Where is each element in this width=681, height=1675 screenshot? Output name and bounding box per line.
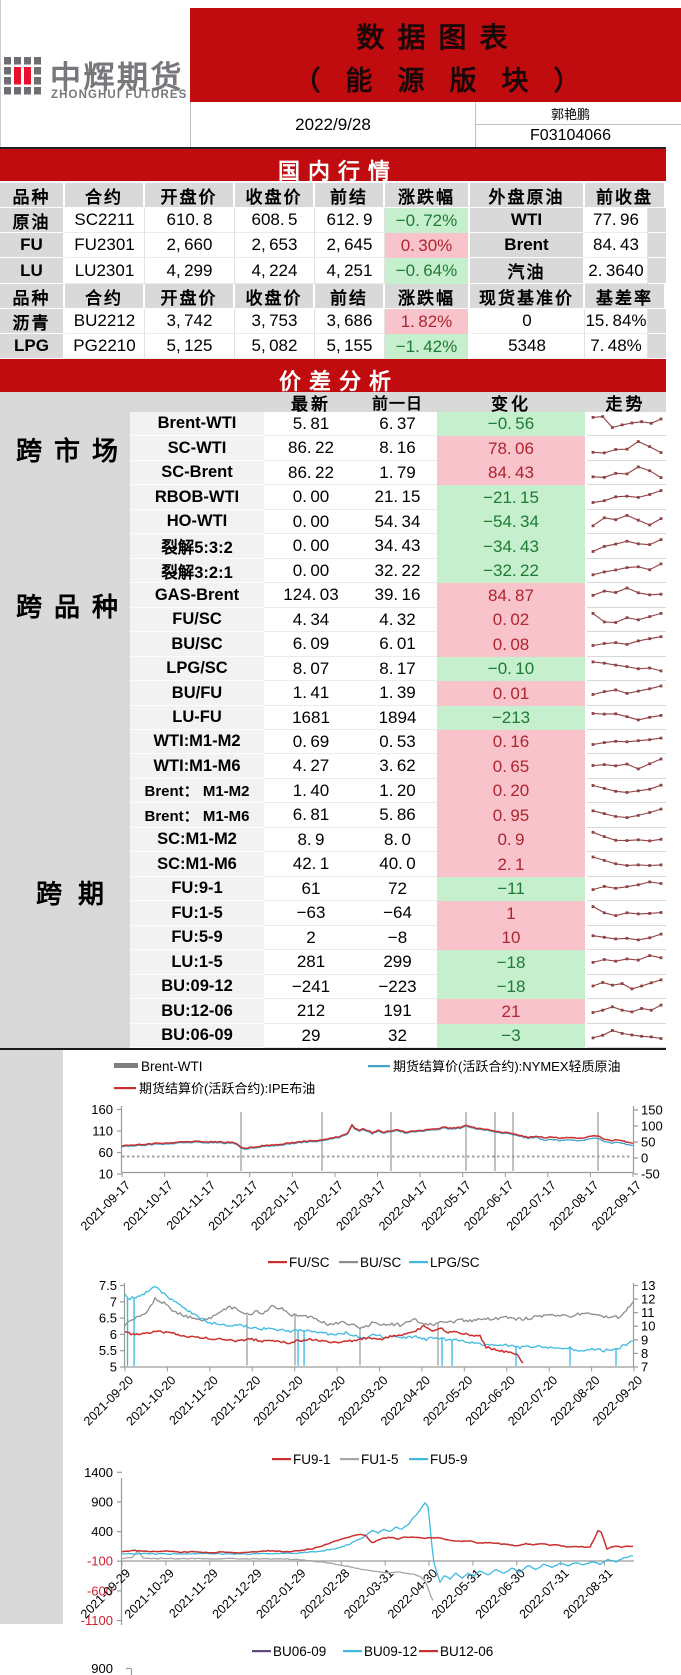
svg-text:7: 7	[110, 1294, 117, 1309]
svg-text:10: 10	[641, 1319, 655, 1334]
svg-text:8: 8	[641, 1346, 648, 1361]
svg-text:900: 900	[91, 1661, 113, 1675]
svg-text:160: 160	[91, 1102, 113, 1117]
svg-text:6: 6	[110, 1327, 117, 1342]
svg-text:-600: -600	[87, 1583, 113, 1598]
svg-text:-50: -50	[641, 1167, 660, 1182]
svg-text:Brent-WTI: Brent-WTI	[141, 1059, 203, 1074]
svg-text:BU12-06: BU12-06	[440, 1644, 493, 1659]
svg-text:期货结算价(活跃合约):IPE布油: 期货结算价(活跃合约):IPE布油	[139, 1081, 315, 1096]
svg-text:-1100: -1100	[81, 1613, 113, 1628]
svg-text:LPG/SC: LPG/SC	[430, 1255, 480, 1270]
svg-text:110: 110	[92, 1124, 113, 1139]
svg-text:5: 5	[110, 1360, 117, 1375]
svg-text:150: 150	[641, 1103, 663, 1118]
svg-text:5.5: 5.5	[99, 1343, 117, 1358]
svg-text:900: 900	[91, 1494, 113, 1509]
svg-text:400: 400	[91, 1524, 113, 1539]
svg-text:FU1-5: FU1-5	[361, 1452, 399, 1467]
svg-text:FU9-1: FU9-1	[293, 1452, 331, 1467]
svg-text:FU5-9: FU5-9	[430, 1452, 468, 1467]
svg-text:9: 9	[641, 1332, 648, 1347]
svg-text:BU09-12: BU09-12	[364, 1644, 417, 1659]
svg-text:FU/SC: FU/SC	[289, 1255, 330, 1270]
svg-text:10: 10	[99, 1167, 113, 1182]
svg-text:1400: 1400	[84, 1465, 113, 1480]
svg-text:6.5: 6.5	[99, 1311, 117, 1326]
svg-text:11: 11	[641, 1305, 655, 1320]
svg-text:100: 100	[641, 1119, 663, 1134]
svg-text:BU06-09: BU06-09	[273, 1644, 326, 1659]
svg-text:期货结算价(活跃合约):NYMEX轻质原油: 期货结算价(活跃合约):NYMEX轻质原油	[393, 1059, 621, 1074]
svg-text:7.5: 7.5	[99, 1278, 117, 1293]
svg-text:BU/SC: BU/SC	[360, 1255, 402, 1270]
svg-text:13: 13	[641, 1278, 655, 1293]
svg-text:12: 12	[641, 1292, 655, 1307]
svg-text:60: 60	[99, 1145, 113, 1160]
svg-text:0: 0	[641, 1151, 648, 1166]
svg-text:-100: -100	[87, 1554, 113, 1569]
svg-text:50: 50	[641, 1135, 655, 1150]
svg-text:7: 7	[641, 1359, 648, 1374]
